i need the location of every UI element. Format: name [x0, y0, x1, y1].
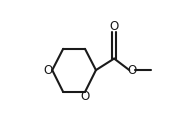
- Text: O: O: [80, 90, 90, 103]
- Text: O: O: [43, 64, 52, 77]
- Text: O: O: [110, 20, 119, 33]
- Text: O: O: [128, 64, 137, 77]
